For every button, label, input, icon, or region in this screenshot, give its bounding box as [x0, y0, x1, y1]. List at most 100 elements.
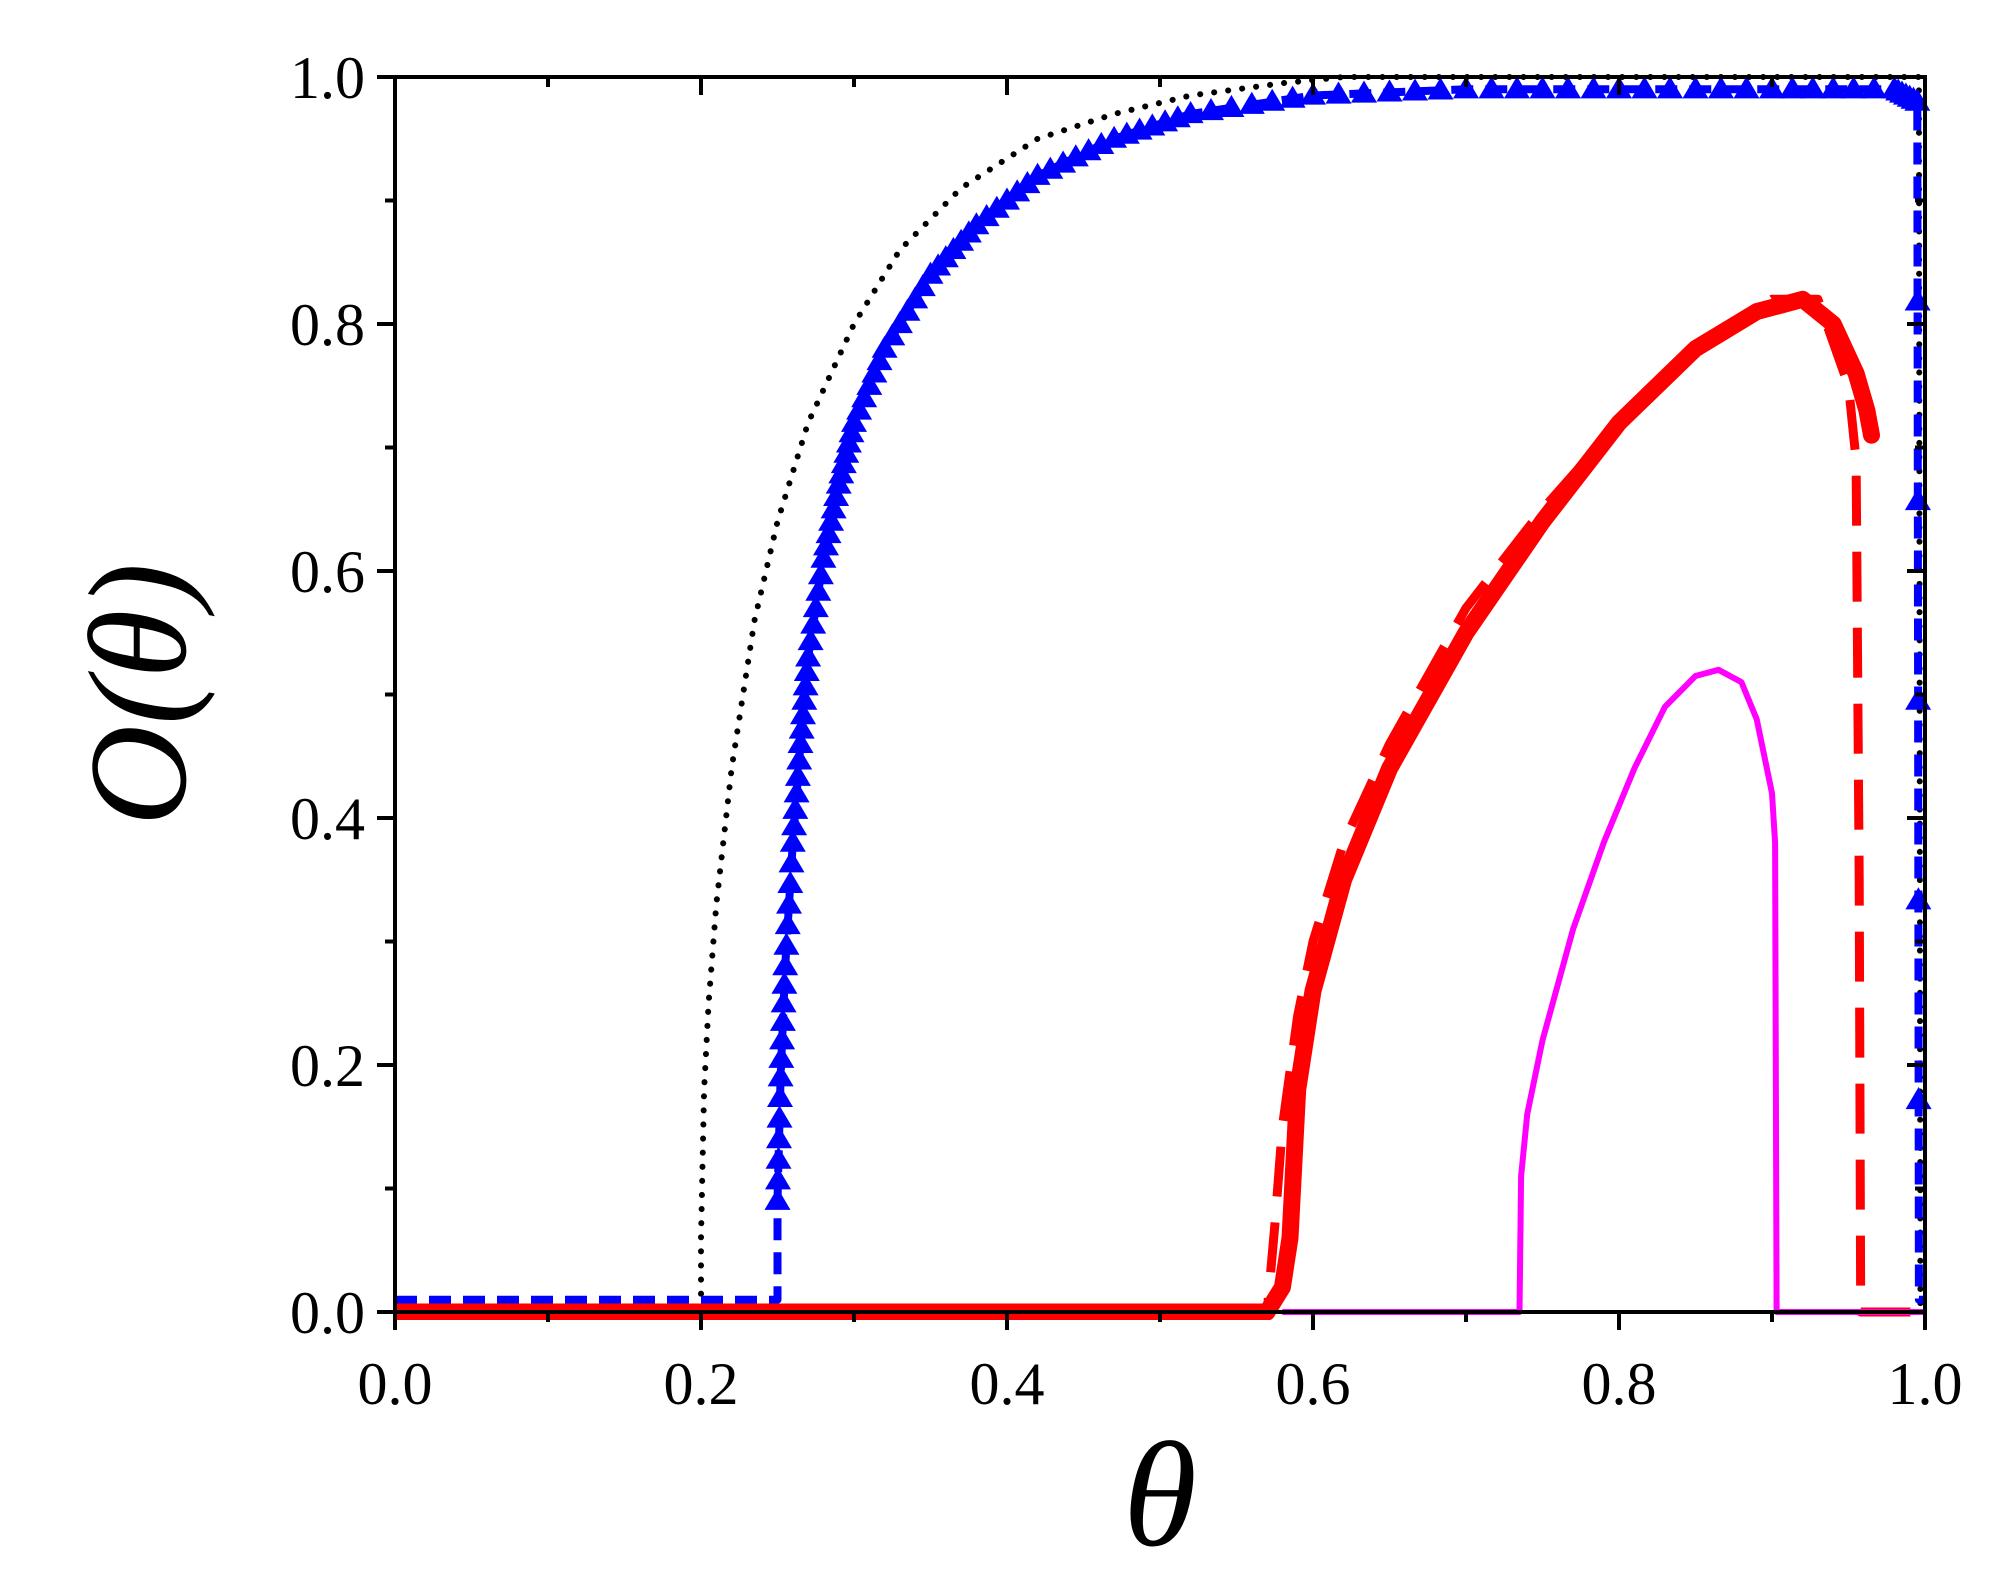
triangle-marker [770, 990, 797, 1013]
triangle-marker [851, 385, 878, 408]
triangle-marker [1504, 76, 1530, 99]
triangle-marker [823, 483, 850, 506]
triangle-marker [792, 673, 819, 696]
y-tick-label: 0.8 [290, 292, 365, 358]
triangle-marker [1325, 81, 1352, 104]
triangle-marker [1376, 79, 1403, 102]
triangle-marker [1037, 156, 1064, 179]
y-tick-label: 0.0 [290, 1280, 365, 1346]
triangle-marker [1453, 76, 1479, 99]
triangle-marker [879, 323, 906, 346]
triangle-marker [769, 1027, 796, 1050]
triangle-marker [797, 628, 824, 651]
triangle-marker [777, 870, 804, 893]
series-layer [395, 74, 1932, 1320]
triangle-marker [765, 1146, 792, 1169]
triangle-marker [787, 730, 814, 753]
triangle-marker [1905, 887, 1932, 910]
triangle-marker [788, 716, 815, 739]
triangle-marker [861, 360, 888, 383]
triangle-marker [776, 891, 802, 914]
triangle-marker [909, 274, 936, 297]
triangle-marker [1478, 76, 1505, 99]
x-axis-title: θ [1123, 1412, 1197, 1578]
triangle-marker [781, 813, 808, 836]
triangle-marker [779, 829, 806, 852]
x-tick-label: 0.8 [1582, 1351, 1657, 1417]
y-tick-label: 0.2 [290, 1033, 365, 1099]
triangle-marker [1050, 150, 1077, 173]
triangle-marker [1238, 91, 1265, 114]
x-tick-label: 0.0 [358, 1351, 433, 1417]
triangle-marker [815, 521, 842, 544]
triangle-marker [1024, 162, 1051, 185]
triangle-marker [1088, 131, 1115, 154]
triangle-marker [771, 971, 798, 994]
triangle-marker [820, 496, 847, 519]
series-line-4 [1282, 666, 1925, 1315]
x-tick-label: 0.6 [1276, 1351, 1351, 1417]
triangle-marker [802, 595, 829, 618]
triangle-marker [784, 763, 811, 786]
triangle-marker [769, 1008, 796, 1031]
y-tick-label: 1.0 [290, 45, 365, 111]
triangle-marker [1820, 76, 1847, 99]
triangle-marker [1529, 76, 1556, 99]
triangle-marker [813, 533, 839, 556]
triangle-marker [856, 372, 883, 395]
triangle-marker [1905, 1087, 1932, 1110]
series-line-3 [395, 290, 1880, 1320]
triangle-marker [774, 912, 801, 935]
triangle-marker [1682, 76, 1709, 99]
triangle-marker [1779, 76, 1806, 99]
triangle-marker [1177, 101, 1204, 124]
triangle-marker [1657, 76, 1683, 99]
triangle-marker [1218, 94, 1245, 117]
triangle-marker [841, 409, 867, 432]
triangle-marker [1402, 78, 1428, 101]
triangle-marker [1555, 76, 1581, 99]
triangle-marker [1580, 76, 1607, 99]
series-line-2 [395, 294, 1925, 1317]
y-tick-label: 0.6 [290, 539, 365, 605]
triangle-marker [778, 850, 805, 873]
triangle-marker [886, 311, 913, 334]
triangle-marker [773, 932, 800, 955]
triangle-marker [786, 747, 813, 770]
triangle-marker [764, 1187, 791, 1210]
triangle-marker [793, 658, 820, 681]
triangle-marker [800, 611, 827, 634]
triangle-marker [768, 1045, 795, 1068]
triangle-marker [790, 702, 816, 725]
triangle-marker [810, 545, 837, 568]
series-line-0 [395, 74, 1928, 1315]
y-tick-label: 0.4 [290, 786, 365, 852]
triangle-marker [772, 953, 799, 976]
triangle-marker [1708, 76, 1734, 99]
triangle-marker [783, 780, 810, 803]
triangle-marker [846, 397, 873, 420]
triangle-marker [767, 1084, 793, 1107]
triangle-marker [1905, 687, 1932, 710]
triangle-marker [1759, 76, 1785, 99]
triangle-marker [1062, 144, 1089, 167]
triangle-marker [767, 1064, 794, 1087]
y-axis-title: O(θ) [61, 563, 216, 826]
triangle-marker [807, 562, 834, 585]
ticks-layer [377, 75, 1927, 1330]
triangle-marker [1427, 77, 1454, 100]
triangle-marker [866, 348, 893, 371]
triangle-marker [902, 286, 929, 309]
series-line-1 [395, 85, 1925, 1304]
triangle-marker [1075, 138, 1102, 161]
triangle-marker [871, 335, 898, 358]
triangle-marker [766, 1126, 792, 1149]
triangle-marker [1840, 76, 1867, 99]
triangle-marker [795, 644, 822, 667]
triangle-marker [766, 1105, 793, 1128]
triangle-marker [894, 298, 921, 321]
x-tick-label: 1.0 [1888, 1351, 1963, 1417]
triangle-marker [1259, 88, 1286, 111]
triangle-marker [765, 1167, 791, 1190]
